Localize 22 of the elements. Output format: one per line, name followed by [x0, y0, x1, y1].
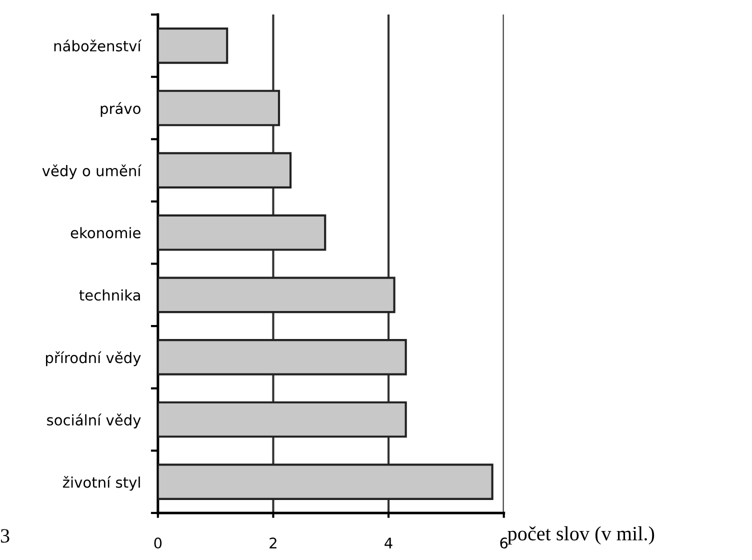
x-axis-title: počet slov (v mil.) [508, 526, 654, 545]
y-tick-label: přírodní vědy [46, 351, 141, 366]
x-tick-label: 0 [154, 538, 162, 549]
bar [158, 90, 280, 126]
y-tick-label: náboženství [54, 40, 142, 52]
bar [158, 401, 407, 438]
bar [158, 339, 407, 376]
x-tick-label: 4 [384, 538, 392, 548]
y-tick-label: technika [79, 289, 140, 301]
x-tick-label: 6 [500, 538, 508, 549]
y-tick-label: ekonomie [70, 227, 140, 238]
bar [158, 28, 228, 64]
y-tick-label: právo [100, 102, 140, 117]
text: 3 [0, 529, 10, 543]
bar [158, 214, 326, 251]
bar [158, 464, 494, 500]
y-tick-label: životní styl [62, 476, 140, 491]
x-tick-label: 2 [270, 538, 276, 548]
y-tick-label: sociální vědy [47, 414, 141, 428]
y-tick-label: vědy o umění [42, 164, 142, 180]
bar [158, 152, 292, 188]
bar [158, 276, 396, 314]
